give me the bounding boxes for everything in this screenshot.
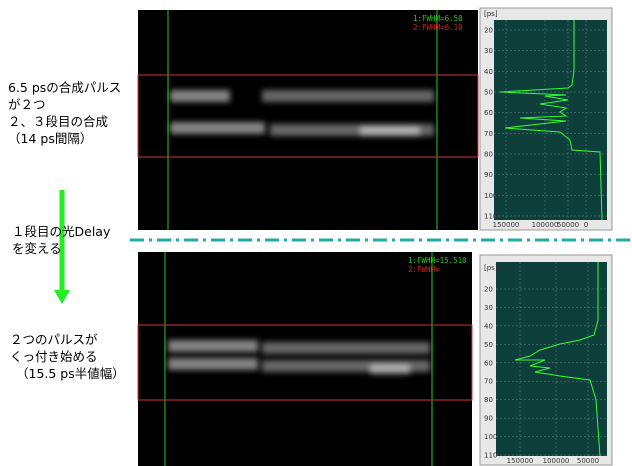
annotation: （14 ps間隔） <box>8 131 92 146</box>
y-tick-label: 100 <box>484 192 497 200</box>
x-tick-label: 150000 <box>493 221 520 229</box>
y-tick-label: 20 <box>484 286 493 294</box>
annotation: （15.5 ps半値幅） <box>16 366 125 381</box>
annotation: ２つのパルスが <box>10 332 98 347</box>
y-tick-label: 80 <box>484 396 493 404</box>
profile-plot <box>496 262 607 456</box>
legend: 2:FWHM= <box>408 265 440 274</box>
y-tick-label: 40 <box>484 322 493 330</box>
y-tick-label: 40 <box>484 68 493 76</box>
y-tick-label: 60 <box>484 109 493 117</box>
y-tick-label: 60 <box>484 359 493 367</box>
x-tick-label: 100000 <box>532 221 559 229</box>
y-tick-label: 110 <box>484 452 497 460</box>
slide: 1:FWHM=6.50 2:FWHM=6.10 1:FWHM=15.510 2:… <box>0 0 632 466</box>
y-tick-label: 70 <box>484 130 493 138</box>
legend: 1:FWHM=6.50 <box>413 14 463 23</box>
annotation: ２、３段目の合成 <box>8 114 108 129</box>
y-tick-label: 90 <box>484 415 493 423</box>
axis-unit: [ps] <box>484 10 498 18</box>
y-tick-label: 80 <box>484 151 493 159</box>
y-tick-label: 30 <box>484 47 493 55</box>
y-tick-label: 50 <box>484 89 493 97</box>
streak-image <box>138 10 478 230</box>
y-tick-label: 30 <box>484 304 493 312</box>
x-tick-label: 150000 <box>507 457 534 465</box>
annotation: が２つ <box>8 97 46 112</box>
x-tick-label: 0 <box>584 221 588 229</box>
y-tick-label: 70 <box>484 378 493 386</box>
x-tick-label: 50000 <box>557 221 579 229</box>
y-tick-label: 100 <box>484 433 497 441</box>
annotation: 6.5 psの合成パルス <box>8 80 121 95</box>
y-tick-label: 90 <box>484 171 493 179</box>
legend: 1:FWHM=15.510 <box>408 256 467 265</box>
y-tick-label: 20 <box>484 27 493 35</box>
arrow-head <box>54 290 70 304</box>
y-tick-label: 110 <box>484 213 497 221</box>
annotation: を変える <box>12 241 62 256</box>
y-tick-label: 50 <box>484 341 493 349</box>
axis-unit: [ps] <box>484 264 498 272</box>
annotation: くっ付き始める <box>10 349 98 364</box>
x-tick-label: 100000 <box>543 457 570 465</box>
annotation: １段目の光Delay <box>12 224 111 239</box>
legend: 2:FWHM=6.10 <box>413 23 463 32</box>
x-tick-label: 50000 <box>577 457 599 465</box>
